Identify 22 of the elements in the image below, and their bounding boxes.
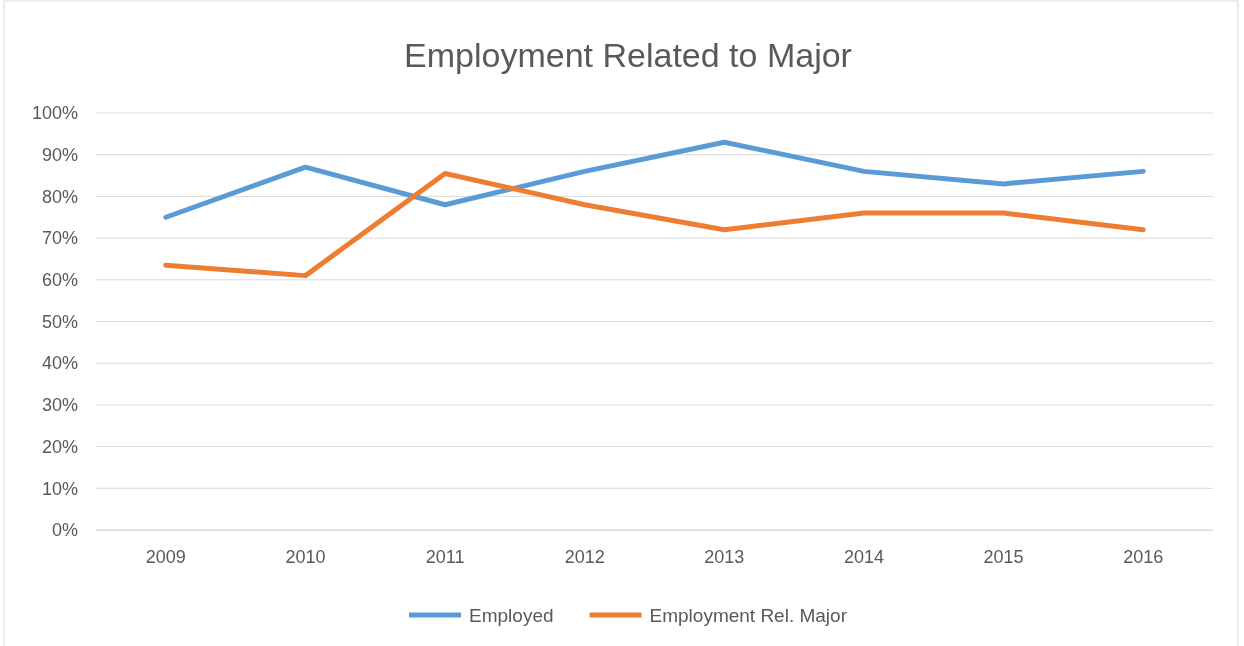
y-tick-label: 20% (41, 436, 78, 457)
y-tick-label: 70% (41, 228, 78, 249)
y-tick-label: 30% (41, 395, 78, 416)
x-tick-label: 2013 (704, 546, 745, 567)
y-tick-label: 60% (41, 270, 78, 291)
y-tick-label: 40% (41, 353, 78, 374)
x-tick-label: 2016 (1123, 546, 1164, 567)
y-tick-label: 80% (41, 186, 78, 207)
y-tick-label: 50% (41, 311, 78, 332)
x-tick-label: 2009 (145, 546, 186, 567)
x-tick-label: 2015 (983, 546, 1024, 567)
chart-title: Employment Related to Major (404, 36, 852, 74)
x-tick-label: 2010 (285, 546, 326, 567)
x-tick-label: 2011 (425, 546, 465, 567)
legend-label: Employment Rel. Major (649, 605, 848, 626)
y-tick-label: 0% (51, 520, 78, 541)
y-tick-label: 10% (41, 478, 78, 499)
x-tick-label: 2012 (564, 546, 605, 567)
y-tick-label: 90% (41, 144, 78, 165)
legend-label: Employed (469, 605, 554, 626)
x-tick-label: 2014 (843, 546, 884, 567)
y-tick-label: 100% (31, 103, 78, 124)
